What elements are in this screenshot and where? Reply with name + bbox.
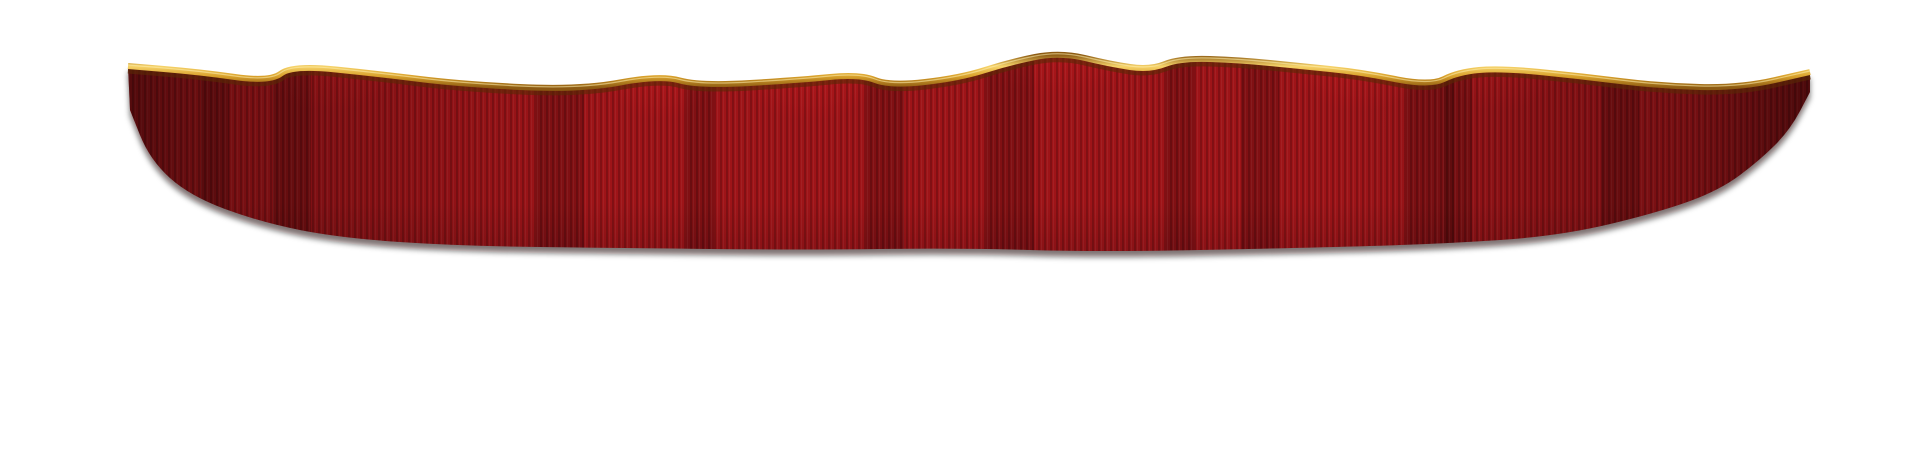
gold-trim-highlight xyxy=(127,53,1811,88)
gold-trim xyxy=(127,51,1811,91)
